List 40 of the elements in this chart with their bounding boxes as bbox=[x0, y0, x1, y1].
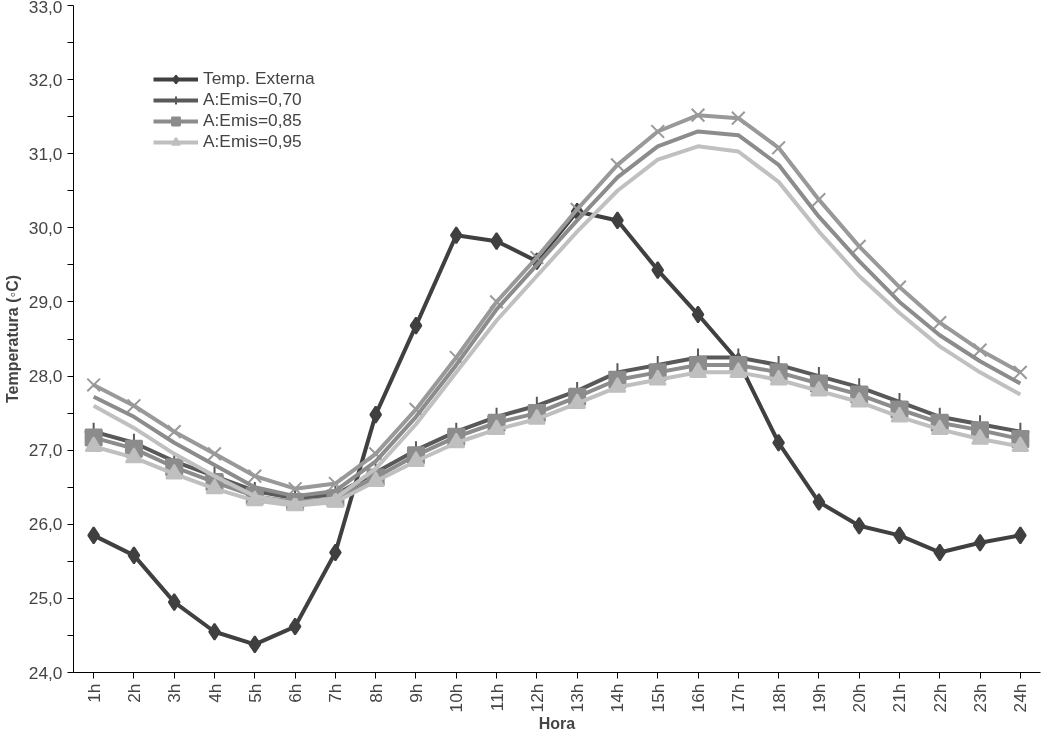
x-tick-label: 8h bbox=[365, 683, 386, 703]
x-tick-label: 11h bbox=[486, 683, 507, 712]
x-tick-label: 2h bbox=[123, 683, 144, 703]
x-tick-label: 10h bbox=[446, 683, 467, 713]
y-tick-label: 26,0 bbox=[28, 514, 63, 535]
x-tick-label: 21h bbox=[889, 683, 910, 713]
y-tick-label: 33,0 bbox=[28, 0, 63, 17]
x-tick-label: 13h bbox=[567, 683, 588, 713]
y-tick-label: 27,0 bbox=[28, 440, 63, 461]
x-tick-label: 23h bbox=[970, 683, 991, 713]
y-tick-label: 31,0 bbox=[28, 143, 63, 164]
y-tick-label: 28,0 bbox=[28, 366, 63, 387]
x-tick-label: 24h bbox=[1010, 683, 1031, 713]
x-tick-label: 19h bbox=[808, 683, 829, 713]
x-tick-label: 12h bbox=[526, 683, 547, 713]
legend-label: A:Emis=0,95 bbox=[203, 131, 302, 152]
legend-label: A:Emis=0,85 bbox=[203, 110, 302, 131]
x-tick-label: 22h bbox=[929, 683, 950, 713]
legend-label: Temp. Externa bbox=[203, 68, 315, 89]
x-tick-label: 3h bbox=[164, 683, 185, 703]
x-tick-label: 15h bbox=[647, 683, 668, 713]
x-tick-label: 20h bbox=[849, 683, 870, 713]
legend-label: A:Emis=0,70 bbox=[203, 89, 302, 110]
x-tick-label: 9h bbox=[405, 683, 426, 703]
y-axis-title: Temperatura (◦C) bbox=[3, 274, 21, 404]
x-axis-title: Hora bbox=[538, 715, 576, 733]
y-tick-label: 29,0 bbox=[28, 291, 63, 312]
x-tick-label: 7h bbox=[325, 683, 346, 703]
x-tick-label: 17h bbox=[728, 683, 749, 713]
x-tick-label: 1h bbox=[83, 683, 104, 703]
x-tick-label: 6h bbox=[285, 683, 306, 703]
y-tick-label: 32,0 bbox=[28, 69, 63, 90]
x-tick-label: 5h bbox=[244, 683, 265, 703]
y-tick-label: 25,0 bbox=[28, 588, 63, 609]
y-tick-label: 24,0 bbox=[28, 662, 63, 683]
x-tick-label: 16h bbox=[688, 683, 709, 713]
x-tick-label: 18h bbox=[768, 683, 789, 713]
x-tick-label: 14h bbox=[607, 683, 628, 713]
x-tick-label: 4h bbox=[204, 683, 225, 703]
y-tick-label: 30,0 bbox=[28, 217, 63, 238]
